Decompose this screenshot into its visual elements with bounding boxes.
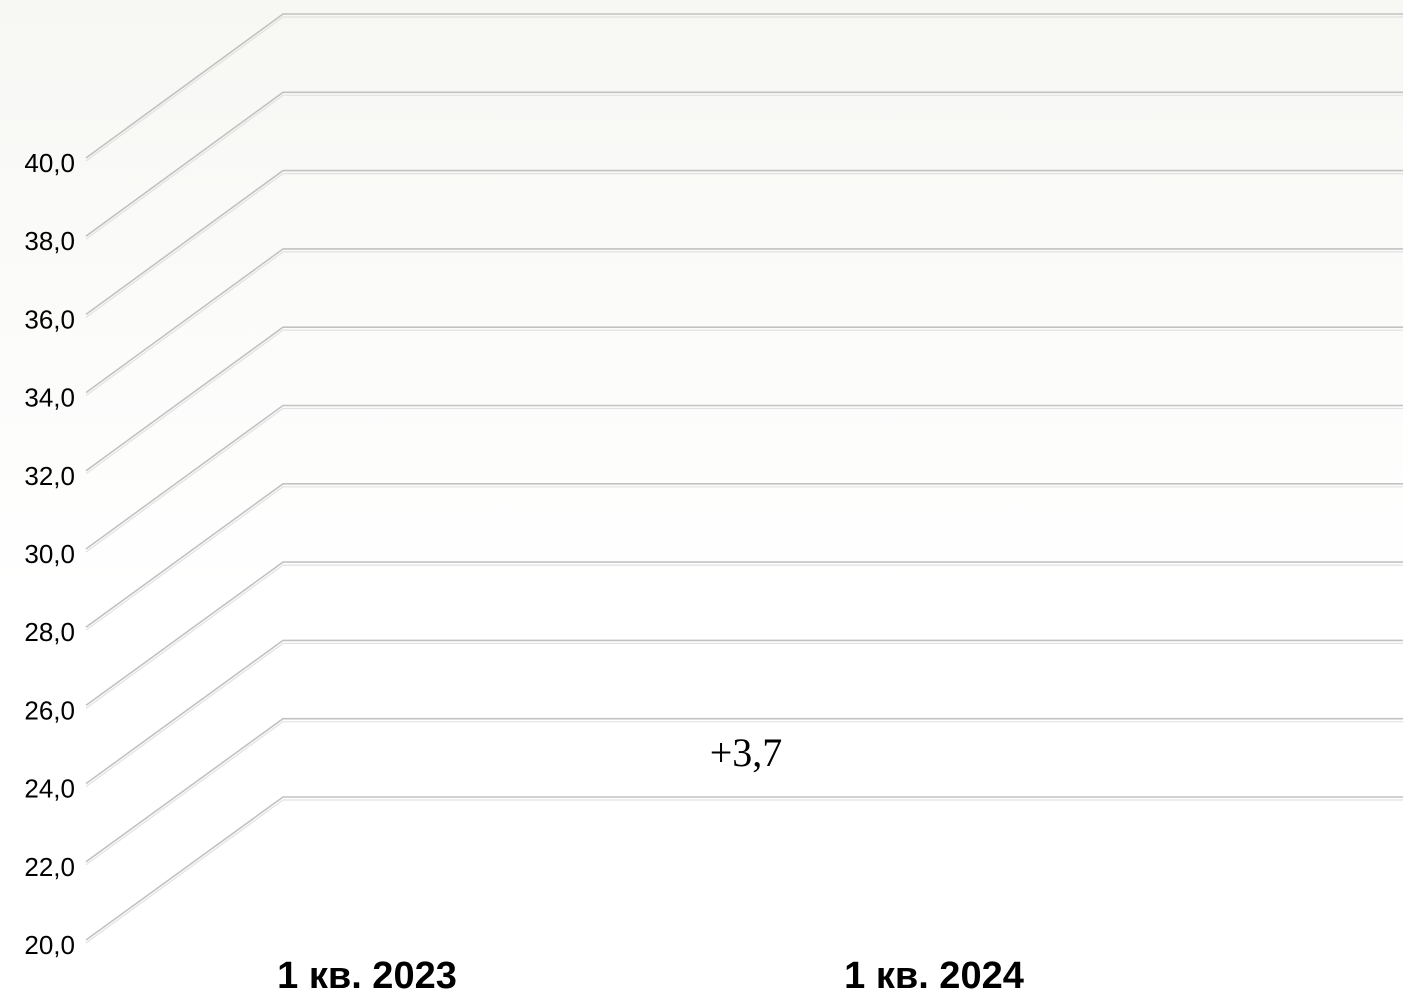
y-tick-label: 32,0 bbox=[24, 461, 75, 491]
gridline-shadow bbox=[85, 16, 1403, 162]
gridline bbox=[85, 404, 1403, 550]
gridline bbox=[85, 169, 1403, 316]
y-tick-label: 36,0 bbox=[24, 304, 75, 334]
gridline bbox=[85, 561, 1403, 707]
y-tick-label: 22,0 bbox=[24, 852, 75, 882]
gridline-shadow bbox=[85, 564, 1403, 709]
y-tick-label: 38,0 bbox=[24, 226, 75, 256]
y-tick-label: 24,0 bbox=[24, 774, 75, 804]
y-tick-label: 28,0 bbox=[24, 617, 75, 647]
gridline bbox=[85, 796, 1403, 941]
gridline-shadow bbox=[85, 799, 1403, 944]
gridline-shadow bbox=[85, 486, 1403, 631]
gridline bbox=[85, 326, 1403, 472]
y-tick-label: 40,0 bbox=[24, 148, 75, 178]
y-axis-ticks: 20,0 22,0 24,0 26,0 28,0 30,0 32,0 34,0 36,0 38,0… bbox=[24, 148, 75, 960]
y-tick-label: 34,0 bbox=[24, 383, 75, 413]
x-category-label: 1 кв. 2024 bbox=[844, 955, 1024, 994]
gridline-shadow bbox=[85, 407, 1403, 553]
y-tick-label: 26,0 bbox=[24, 695, 75, 725]
x-category-label: 1 кв. 2023 bbox=[277, 955, 457, 994]
gridline-shadow bbox=[85, 721, 1403, 866]
gridline bbox=[85, 13, 1403, 159]
y-tick-label: 20,0 bbox=[24, 930, 75, 960]
gridline-shadow bbox=[85, 173, 1403, 318]
y-tick-label: 30,0 bbox=[24, 539, 75, 569]
gridlines bbox=[85, 13, 1403, 944]
gridline bbox=[85, 717, 1403, 863]
gridline-shadow bbox=[85, 94, 1403, 240]
x-axis-categories: 1 кв. 2023 1 кв. 2024 bbox=[277, 955, 1024, 994]
gridline bbox=[85, 91, 1403, 237]
gridline bbox=[85, 482, 1403, 628]
gridline-shadow bbox=[85, 251, 1403, 397]
gridline bbox=[85, 248, 1403, 394]
change-annotation: +3,7 bbox=[710, 730, 783, 775]
gridline-shadow bbox=[85, 642, 1403, 788]
gridline bbox=[85, 639, 1403, 785]
gridline-shadow bbox=[85, 329, 1403, 475]
